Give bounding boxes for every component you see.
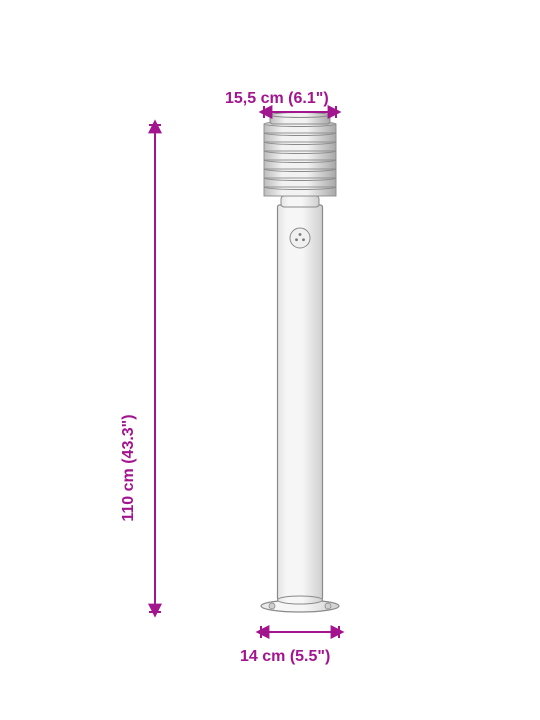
sensor-dot (295, 238, 298, 241)
lamp-post (261, 113, 339, 613)
diagram-svg (0, 0, 540, 720)
dimension-bottom-label: 14 cm (5.5") (240, 648, 330, 666)
louver-connector (281, 196, 319, 207)
dimension-height-label: 110 cm (43.3") (120, 414, 138, 521)
sensor-dot (302, 238, 305, 241)
motion-sensor (290, 228, 310, 248)
base-screw (269, 603, 275, 609)
sensor-dot (299, 233, 302, 236)
dimension-top-label: 15,5 cm (6.1") (225, 90, 329, 108)
lamp-pole (278, 205, 323, 600)
base-screw (325, 603, 331, 609)
pole-bottom-cap (278, 596, 323, 604)
louver-cap-top (270, 113, 330, 118)
diagram-stage: 15,5 cm (6.1") 14 cm (5.5") 110 cm (43.3… (0, 0, 540, 720)
